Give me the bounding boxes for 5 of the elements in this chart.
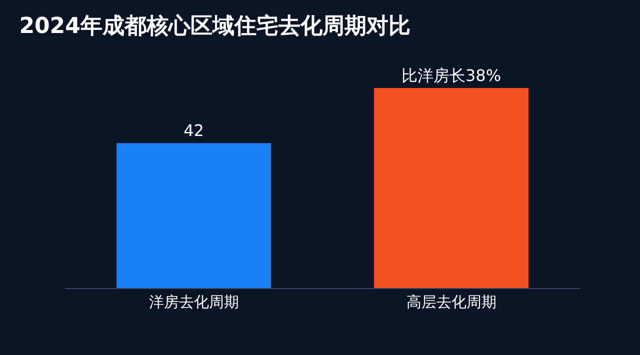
x-tick-label: 高层去化周期 (406, 293, 496, 311)
x-tick-label: 洋房去化周期 (148, 293, 239, 311)
data-label: 42 (184, 121, 204, 140)
data-label: 比洋房长38% (401, 66, 502, 85)
chart-title: 2024年成都核心区域住宅去化周期对比 (19, 13, 410, 40)
